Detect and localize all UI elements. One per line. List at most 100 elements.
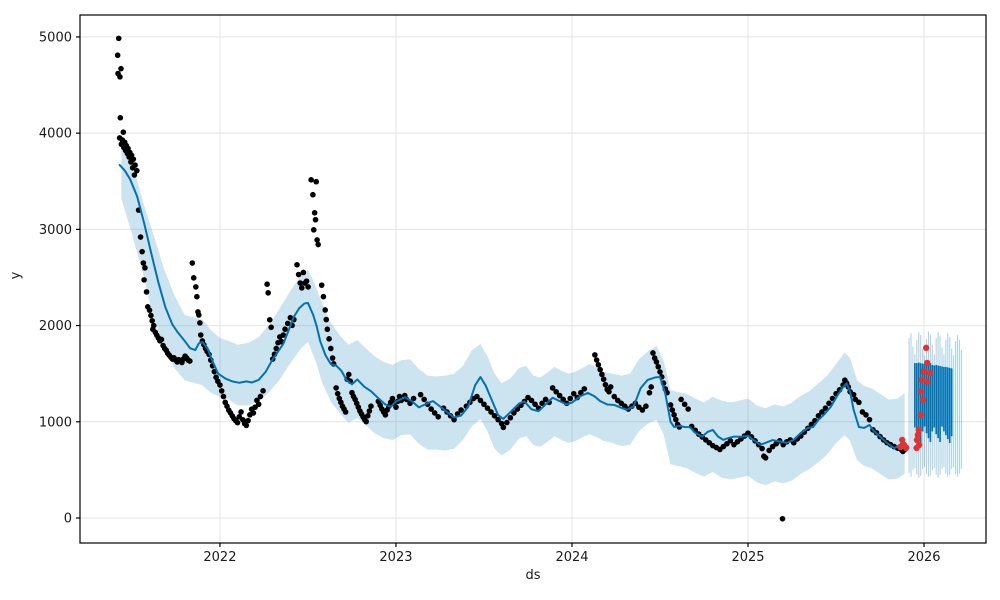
observation-dot [481,401,487,408]
observation-dot [382,412,389,418]
y-tick-label: 3000 [39,223,72,238]
observation-dot [268,324,274,331]
observation-dot [671,412,677,418]
observation-dot [326,336,332,342]
y-tick-label: 5000 [39,30,72,45]
observation-dot [431,410,438,416]
observation-dot [312,216,319,223]
observation-dot [313,178,320,185]
axes-spines [79,14,987,544]
x-tick-label: 2022 [203,550,236,565]
observation-dot [595,362,602,368]
observation-dot [218,388,225,394]
observation-dot [234,419,241,426]
x-tick-label: 2024 [555,550,588,565]
y-tick-label: 2000 [39,319,72,334]
observation-dot [685,406,691,412]
observation-dot [762,455,769,461]
observation-dot [549,385,556,391]
observation-dot [193,284,199,290]
observation-dot [669,407,676,413]
observation-dot [488,409,494,415]
x-tick-label: 2023 [379,550,412,565]
anomaly-dot [902,444,910,452]
observation-dot [366,408,373,414]
observation-dot [421,396,427,403]
observation-dot [650,350,656,356]
observation-dot [264,281,270,287]
anomaly-dot [920,368,928,375]
observation-dot [539,400,545,407]
observation-dot [139,248,145,255]
observation-dot [602,381,609,388]
anomaly-dot [924,378,931,385]
observation-dot [311,210,318,216]
observation-dot [273,345,280,352]
observation-dot [324,326,331,333]
anomaly-dot [924,359,931,367]
observation-dot [189,260,196,266]
observation-dot [745,430,751,436]
observation-dot [257,393,264,400]
plot-area [114,35,962,522]
observation-dot [389,395,396,402]
observation-dot [238,409,244,415]
anomaly-dot [915,441,923,449]
observation-dot [117,74,123,80]
observation-dot [597,366,603,373]
observation-dot [368,403,374,409]
observation-dot [328,345,334,352]
observation-dot [314,237,320,243]
observation-dot [639,407,646,413]
observation-dot [365,413,371,419]
observation-dot [126,154,132,160]
x-tick-label: 2026 [907,550,940,565]
observation-dot [553,388,559,395]
observation-dot [815,413,822,419]
observation-dot [856,399,862,406]
observation-dot [655,363,662,370]
observation-dot [149,317,155,324]
observation-dot [265,290,271,296]
observation-dot [245,417,251,424]
observation-dot [137,234,144,240]
observation-dot [320,293,327,300]
observation-dot [451,416,457,423]
observation-dot [194,293,200,300]
anomaly-dot [913,436,921,444]
observation-dot [593,357,600,363]
observation-dot [819,409,825,415]
observation-dot [294,261,300,268]
observation-dot [140,260,147,266]
observation-dot [653,359,660,365]
observation-dot [329,355,336,361]
observation-dot [255,401,262,408]
observation-dot [417,391,424,398]
observation-dot [120,129,127,135]
anomaly-dot [918,376,926,384]
anomaly-dot [922,344,930,352]
observation-dot [250,410,257,416]
y-tick-label: 4000 [39,127,72,142]
observation-dot [118,65,124,72]
observation-dot [681,401,688,408]
observation-dot [822,405,829,411]
observation-dot [727,438,734,444]
y-tick-label: 0 [64,511,72,526]
observation-dot [611,393,618,400]
observation-dot [532,401,538,408]
observation-dot [606,388,612,395]
observation-dot [458,407,464,413]
observation-dot [315,241,321,248]
observation-dot [567,395,574,402]
observation-dot [142,265,148,271]
anomaly-dot [914,431,922,439]
observation-dot [826,400,832,407]
observation-dot [333,385,339,391]
observation-dot [345,371,352,378]
observation-dot [504,419,510,426]
observation-dot [667,402,674,408]
observation-dot [607,384,614,390]
observation-dot [146,307,153,313]
